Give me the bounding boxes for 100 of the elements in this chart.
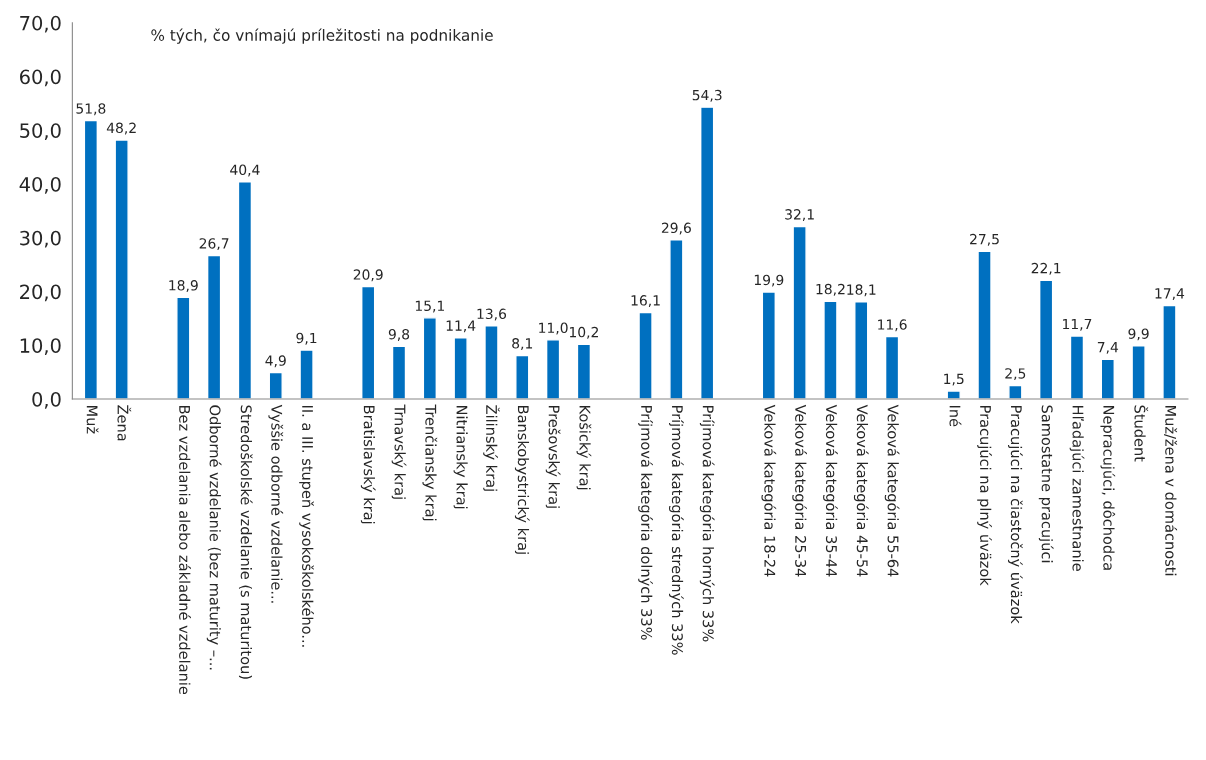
x-tick-label: Žena: [117, 405, 132, 441]
y-tick-label: 0,0: [32, 391, 61, 409]
x-tick-label: Príjmová kategória stredných 33%: [669, 405, 684, 655]
x-tick-label: Príjmová kategória horných 33%: [699, 405, 715, 642]
data-label: 9,1: [296, 332, 317, 345]
bar: [761, 291, 776, 399]
bar: [638, 311, 653, 399]
data-label: 20,9: [353, 269, 383, 282]
x-tick-label: Vyššie odborné vzdelanie...: [268, 404, 284, 603]
data-label: 11,0: [539, 322, 568, 335]
x-tick-label: Pracujúci na čiastočný úväzok: [1007, 405, 1023, 624]
bar: [83, 119, 99, 399]
data-label: 22,1: [1031, 262, 1061, 275]
x-tick-label: Banskobystrický kraj: [514, 405, 530, 554]
data-label: 18,2: [816, 283, 845, 296]
x-tick-label: Iné: [949, 405, 962, 427]
data-label: 11,4: [446, 320, 476, 333]
data-label: 2,5: [1005, 368, 1026, 381]
data-label: 54,3: [692, 89, 722, 102]
bar: [1008, 384, 1023, 399]
y-tick-label: 30,0: [20, 230, 61, 248]
bar: [361, 285, 376, 399]
bar: [1131, 345, 1146, 399]
x-tick-label: Veková kategória 18-24: [761, 404, 777, 577]
bar: [391, 345, 407, 399]
x-tick-label: Samostatne pracujúci: [1038, 405, 1054, 563]
data-label: 4,9: [265, 355, 286, 368]
x-tick-label: Žilinský kraj: [483, 405, 500, 491]
data-label: 10,2: [569, 326, 598, 339]
data-label: 29,6: [661, 222, 691, 235]
bar: [206, 254, 222, 399]
x-tick-label: Košický kraj: [576, 405, 592, 490]
x-tick-label: Nepracujúci, dôchodca: [1100, 405, 1116, 570]
data-label: 48,2: [106, 122, 136, 135]
x-tick-label: Veková kategória 55-64: [884, 404, 900, 577]
bar: [453, 337, 468, 399]
data-label: 1,5: [944, 373, 964, 386]
x-tick-label: Stredoškolské vzdelanie (s maturitou): [238, 405, 253, 679]
bar: [1100, 358, 1115, 399]
bar: [1162, 304, 1177, 399]
data-label: 17,4: [1155, 288, 1185, 301]
bar: [268, 371, 283, 399]
x-tick-label: Muž: [86, 405, 99, 434]
x-tick-label: II. a III. stupeň vysokoškolského...: [299, 405, 314, 647]
bar: [576, 343, 592, 399]
x-tick-label: Študent: [1134, 405, 1149, 462]
bar: [700, 106, 715, 399]
x-tick-label: Prešovský kraj: [545, 405, 561, 508]
bar: [823, 300, 838, 399]
x-tick-label: Príjmová kategória dolných 33%: [638, 405, 653, 640]
x-tick-label: Pracujúci na plný úväzok: [977, 405, 992, 586]
data-label: 15,1: [415, 300, 445, 313]
y-tick-label: 20,0: [20, 284, 61, 302]
data-label: 16,1: [631, 295, 660, 308]
x-tick-label: Bez vzdelania alebo základné vzdelanie: [179, 405, 191, 695]
bar: [1038, 279, 1054, 399]
x-tick-label: Muž/žena v domácnosti: [1164, 405, 1178, 576]
bar: [669, 239, 684, 399]
data-label: 32,1: [785, 209, 814, 222]
y-tick-label: 70,0: [20, 15, 61, 33]
bar: [114, 139, 129, 399]
data-label: 40,4: [230, 164, 260, 177]
bar: [1069, 335, 1085, 399]
data-label: 9,9: [1128, 328, 1149, 341]
data-label: 7,4: [1097, 342, 1119, 354]
x-tick-label: Veková kategória 45-54: [853, 404, 869, 577]
x-tick-label: Trenčiansky kraj: [422, 404, 438, 521]
y-tick-label: 60,0: [20, 69, 61, 87]
bar: [977, 250, 992, 399]
x-tick-label: Odborné vzdelanie (bez maturity –...: [206, 405, 222, 670]
data-label: 19,9: [754, 274, 784, 287]
x-tick-label: Nitriansky kraj: [453, 405, 468, 509]
x-tick-label: Hľadajúci zamestnanie: [1069, 405, 1085, 571]
bar: [484, 325, 499, 399]
data-label: 13,6: [477, 308, 507, 321]
data-label: 11,7: [1063, 318, 1092, 331]
data-label: 11,6: [878, 319, 907, 332]
bar: [515, 354, 530, 399]
data-label: 9,8: [388, 328, 410, 341]
data-label: 27,5: [970, 233, 999, 246]
bar: [792, 225, 807, 399]
y-tick-label: 10,0: [20, 338, 61, 355]
data-label: 51,8: [76, 103, 106, 116]
bar: [299, 349, 314, 399]
bar: [422, 317, 437, 399]
x-tick-label: Trnavský kraj: [391, 404, 407, 499]
y-tick-label: 40,0: [19, 176, 61, 194]
bar: [854, 301, 869, 399]
data-label: 26,7: [199, 238, 229, 251]
bar: [884, 335, 900, 399]
x-tick-label: Bratislavský kraj: [360, 405, 376, 524]
bar: [176, 296, 191, 399]
bar: [237, 181, 253, 399]
chart-title: % tých, čo vnímajú príležitosti na podnikanie: [151, 28, 493, 44]
x-tick-label: Veková kategória 35-44: [823, 404, 838, 577]
bar: [545, 339, 561, 399]
data-label: 18,1: [847, 284, 876, 297]
bar: [946, 390, 961, 399]
data-label: 18,9: [169, 280, 198, 292]
x-tick-label: Veková kategória 25-34: [792, 404, 807, 577]
